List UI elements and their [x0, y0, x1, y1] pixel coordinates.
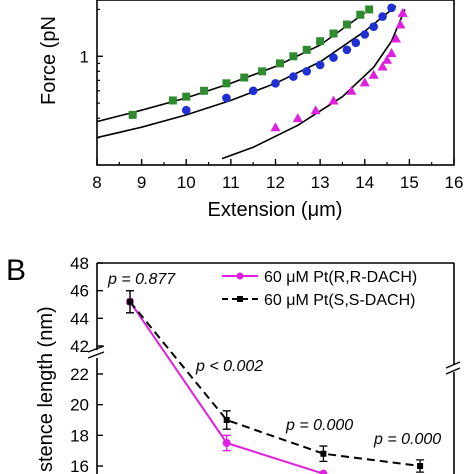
y-tick-label: 22 [70, 365, 89, 384]
data-point-triangle [270, 122, 281, 132]
data-point-square [417, 463, 424, 469]
legend-label-ss: 60 μM Pt(S,S-DACH) [264, 292, 415, 309]
data-point-square [316, 37, 325, 46]
data-point-circle [351, 38, 361, 48]
data-point-square [258, 67, 267, 76]
legend-marker-rr [236, 272, 244, 280]
fit-curve [97, 5, 397, 139]
data-point-circle [181, 105, 191, 115]
panel-b: B 42 44 46 48 16 18 20 22 stence length (nm) 60… [6, 254, 461, 474]
data-point-triangle [395, 19, 406, 29]
legend-label-rr: 60 μM Pt(R,R-DACH) [264, 269, 417, 286]
data-point-circle [271, 79, 280, 88]
data-point-circle [387, 3, 396, 13]
data-point-square [127, 298, 133, 305]
panel-a-data-points [128, 3, 408, 132]
data-point-circle [315, 60, 325, 70]
data-point-triangle [397, 7, 408, 17]
data-point-circle [360, 30, 370, 39]
x-tick-label: 12 [266, 173, 285, 192]
x-tick-label: 10 [177, 173, 196, 192]
data-point-square [222, 79, 231, 88]
data-point-triangle [390, 33, 401, 43]
legend: 60 μM Pt(R,R-DACH) 60 μM Pt(S,S-DACH) [222, 269, 417, 309]
data-point-square [275, 59, 284, 68]
data-point-triangle [359, 77, 370, 87]
data-point-circle [222, 93, 231, 103]
panel-b-y-axis-label: stence length (nm) [35, 306, 57, 472]
data-point-square [329, 29, 338, 38]
panel-b-y-ticks: 42 44 46 48 16 18 20 22 [70, 254, 103, 474]
y-tick-label: 48 [70, 254, 89, 273]
series-line [129, 301, 421, 467]
data-point-square [223, 417, 230, 423]
annotation-p-2: p < 0.002 [195, 358, 263, 375]
x-tick-label: 13 [311, 173, 330, 192]
y-tick-label: 18 [70, 426, 89, 445]
y-tick-label: 16 [70, 457, 89, 474]
x-tick-label: 15 [400, 173, 419, 192]
annotation-p-1: p = 0.877 [107, 271, 176, 288]
x-tick-label: 8 [92, 173, 101, 192]
data-point-square [240, 73, 249, 82]
data-point-square [168, 96, 177, 105]
panel-a-x-ticks: 8 9 10 11 12 13 14 15 16 [92, 159, 463, 192]
data-point-triangle [292, 113, 303, 123]
y-tick-label: 1 [80, 47, 89, 66]
data-point-triangle [328, 95, 339, 105]
data-point-circle [319, 469, 328, 474]
fit-curve [97, 12, 366, 123]
panel-b-axis-break-left [87, 345, 105, 359]
panel-b-label: B [6, 254, 26, 287]
annotation-p-4: p = 0.000 [373, 431, 441, 448]
data-point-square [356, 10, 365, 19]
panel-a-fit-curves [97, 5, 406, 160]
data-point-circle [378, 12, 387, 21]
legend-marker-ss [237, 296, 243, 302]
panel-b-series [126, 290, 425, 474]
panel-a-y-axis-label: Force (pN [38, 16, 60, 105]
y-tick-label: 46 [70, 282, 89, 301]
data-point-square [302, 45, 311, 54]
data-point-circle [369, 22, 378, 31]
y-tick-label: 20 [70, 396, 89, 415]
data-point-circle [289, 72, 298, 81]
annotation-p-3: p = 0.000 [285, 417, 353, 434]
data-point-circle [248, 86, 258, 96]
data-point-triangle [368, 69, 379, 79]
data-point-square [200, 86, 209, 95]
data-point-square [128, 110, 137, 119]
data-point-circle [222, 439, 231, 447]
data-point-triangle [382, 54, 393, 64]
data-point-square [320, 450, 327, 457]
data-point-circle [302, 67, 312, 76]
data-point-circle [329, 53, 338, 62]
data-point-triangle [386, 47, 397, 57]
x-tick-label: 9 [137, 173, 146, 192]
data-point-triangle [346, 85, 357, 95]
y-tick-label: 42 [70, 337, 89, 356]
x-tick-label: 16 [445, 173, 464, 192]
data-point-square [289, 52, 298, 61]
fit-curve [221, 9, 406, 160]
data-point-triangle [310, 105, 321, 115]
panel-a-y-ticks: 1 [80, 8, 103, 139]
x-tick-label: 14 [355, 173, 374, 192]
data-point-square [342, 20, 351, 29]
panel-b-axis-break-right [445, 361, 461, 375]
data-point-square [182, 92, 191, 101]
panel-a: 8 9 10 11 12 13 14 15 16 1 Extension (μm) Force … [38, 0, 463, 221]
data-point-circle [342, 45, 352, 55]
x-tick-label: 11 [222, 173, 240, 192]
data-point-triangle [377, 61, 388, 71]
data-point-square [365, 5, 374, 14]
panel-a-x-axis-label: Extension (μm) [208, 199, 343, 221]
y-tick-label: 44 [70, 309, 89, 328]
